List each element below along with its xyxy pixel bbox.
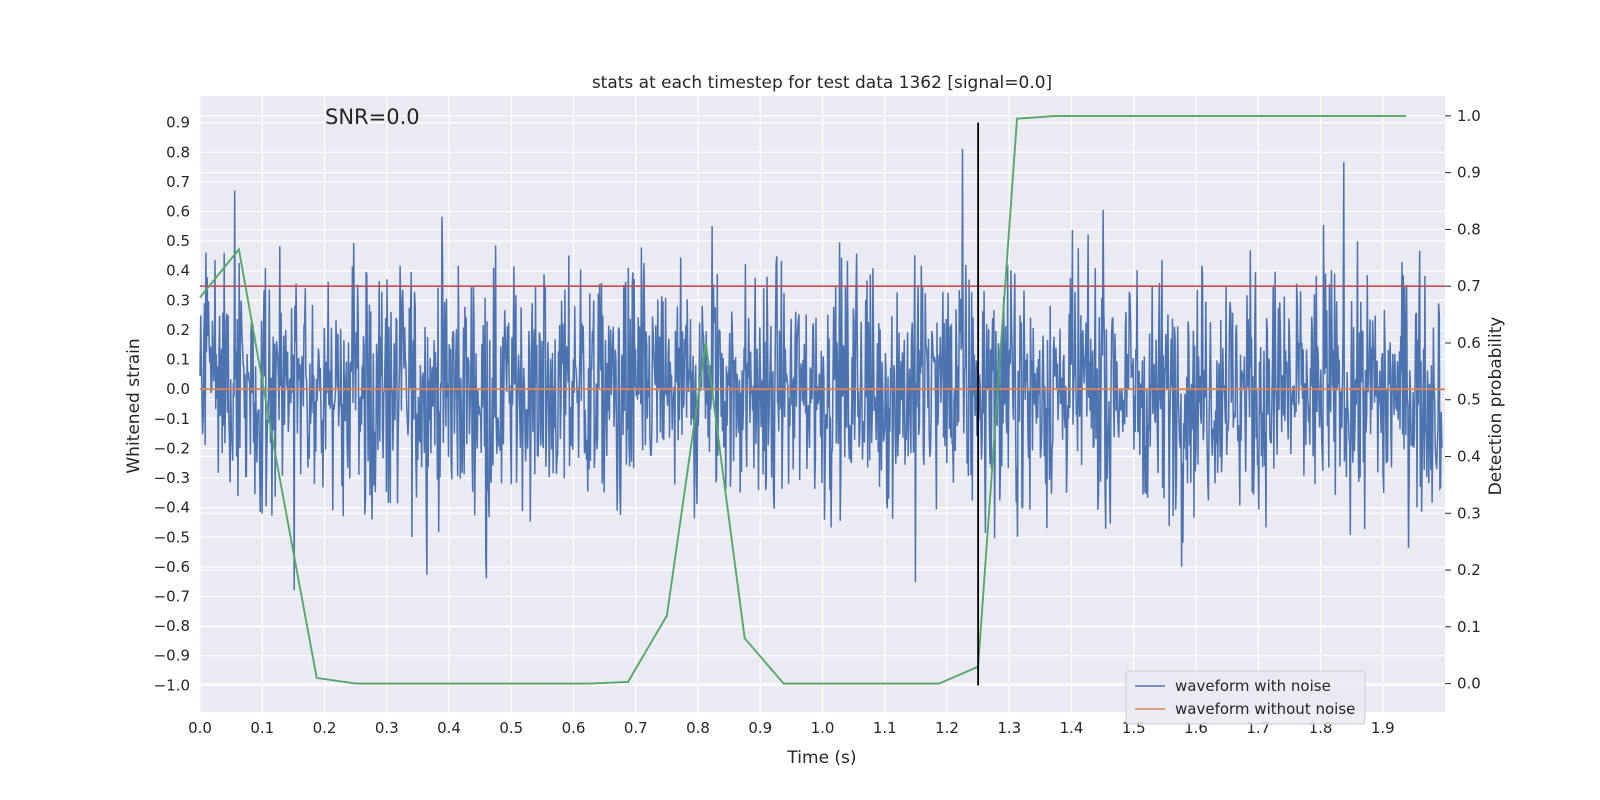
x-tick-label: 0.7	[624, 719, 648, 737]
y-left-tick-label: 0.4	[166, 262, 190, 280]
x-tick-label: 0.9	[748, 719, 772, 737]
x-tick-label: 0.4	[437, 719, 461, 737]
y-left-tick-label: 0.2	[166, 321, 190, 339]
y-right-tick-label: 1.0	[1457, 107, 1481, 125]
y-axis-left-label: Whitened strain	[124, 338, 144, 473]
y-right-tick-label: 0.8	[1457, 220, 1481, 238]
data-layer	[199, 114, 1445, 686]
y-left-tick-label: −0.8	[154, 617, 190, 635]
y-right-tick-label: 0.0	[1457, 675, 1481, 693]
y-left-tick-label: −1.0	[154, 676, 190, 694]
x-tick-label: 0.2	[313, 719, 337, 737]
y-right-tick-label: 0.3	[1457, 504, 1481, 522]
y-left-tick-label: −0.6	[154, 558, 190, 576]
y-right-tick-label: 0.9	[1457, 164, 1481, 182]
x-tick-label: 1.2	[935, 719, 959, 737]
x-tick-label: 0.8	[686, 719, 710, 737]
y-right-tick-label: 0.1	[1457, 618, 1481, 636]
y-left-tick-label: 0.3	[166, 291, 190, 309]
y-left-tick-label: 0.9	[166, 114, 190, 132]
series-waveform-with-noise	[199, 148, 1443, 591]
y-left-tick-label: −0.9	[154, 647, 190, 665]
y-right-tick-label: 0.7	[1457, 277, 1481, 295]
y-axis-left-ticks: 0.9 0.8 0.7 0.6 0.5 0.4 0.3 0.2 0.1 0.0 −0.1 −0.2 −0…	[154, 114, 190, 695]
y-axis-right-ticks: 1.0 0.9 0.8 0.7 0.6 0.5 0.4 0.3 0.2 0.1 0.0	[1445, 107, 1481, 693]
chart-title: stats at each timestep for test data 136…	[592, 73, 1052, 93]
y-left-tick-label: −0.7	[154, 588, 190, 606]
y-right-tick-label: 0.4	[1457, 448, 1481, 466]
x-tick-label: 0.1	[250, 719, 274, 737]
y-left-tick-label: −0.5	[154, 528, 190, 546]
legend: waveform with noise waveform without noi…	[1125, 670, 1366, 725]
y-left-tick-label: 0.1	[166, 351, 190, 369]
y-left-tick-label: −0.1	[154, 410, 190, 428]
y-right-tick-label: 0.2	[1457, 561, 1481, 579]
x-tick-label: 1.1	[873, 719, 897, 737]
legend-label-noise: waveform with noise	[1175, 677, 1331, 695]
y-left-tick-label: 0.0	[166, 380, 190, 398]
x-tick-label: 1.3	[997, 719, 1021, 737]
x-tick-label: 0.0	[188, 719, 212, 737]
series-detection-probability	[199, 114, 1407, 685]
snr-annotation: SNR=0.0	[325, 105, 420, 129]
y-left-tick-label: 0.8	[166, 143, 190, 161]
x-axis-label: Time (s)	[786, 748, 856, 768]
x-axis-ticks: 0.0 0.1 0.2 0.3 0.4 0.5 0.6 0.7 0.8 0.9 1.0 1.1 1.2 1…	[188, 719, 1395, 737]
legend-label-clean: waveform without noise	[1175, 700, 1355, 718]
y-left-tick-label: 0.6	[166, 203, 190, 221]
y-left-tick-label: −0.2	[154, 439, 190, 457]
x-tick-label: 1.9	[1371, 719, 1395, 737]
x-tick-label: 1.0	[811, 719, 835, 737]
x-tick-label: 0.6	[562, 719, 586, 737]
legend-box	[1125, 670, 1366, 725]
x-tick-label: 0.5	[499, 719, 523, 737]
y-left-tick-label: −0.4	[154, 499, 190, 517]
y-right-tick-label: 0.5	[1457, 391, 1481, 409]
y-left-tick-label: 0.7	[166, 173, 190, 191]
x-tick-label: 1.4	[1060, 719, 1084, 737]
y-left-tick-label: −0.3	[154, 469, 190, 487]
y-axis-right-label: Detection probability	[1486, 317, 1506, 496]
x-tick-label: 0.3	[375, 719, 399, 737]
y-right-tick-label: 0.6	[1457, 334, 1481, 352]
y-left-tick-label: 0.5	[166, 232, 190, 250]
